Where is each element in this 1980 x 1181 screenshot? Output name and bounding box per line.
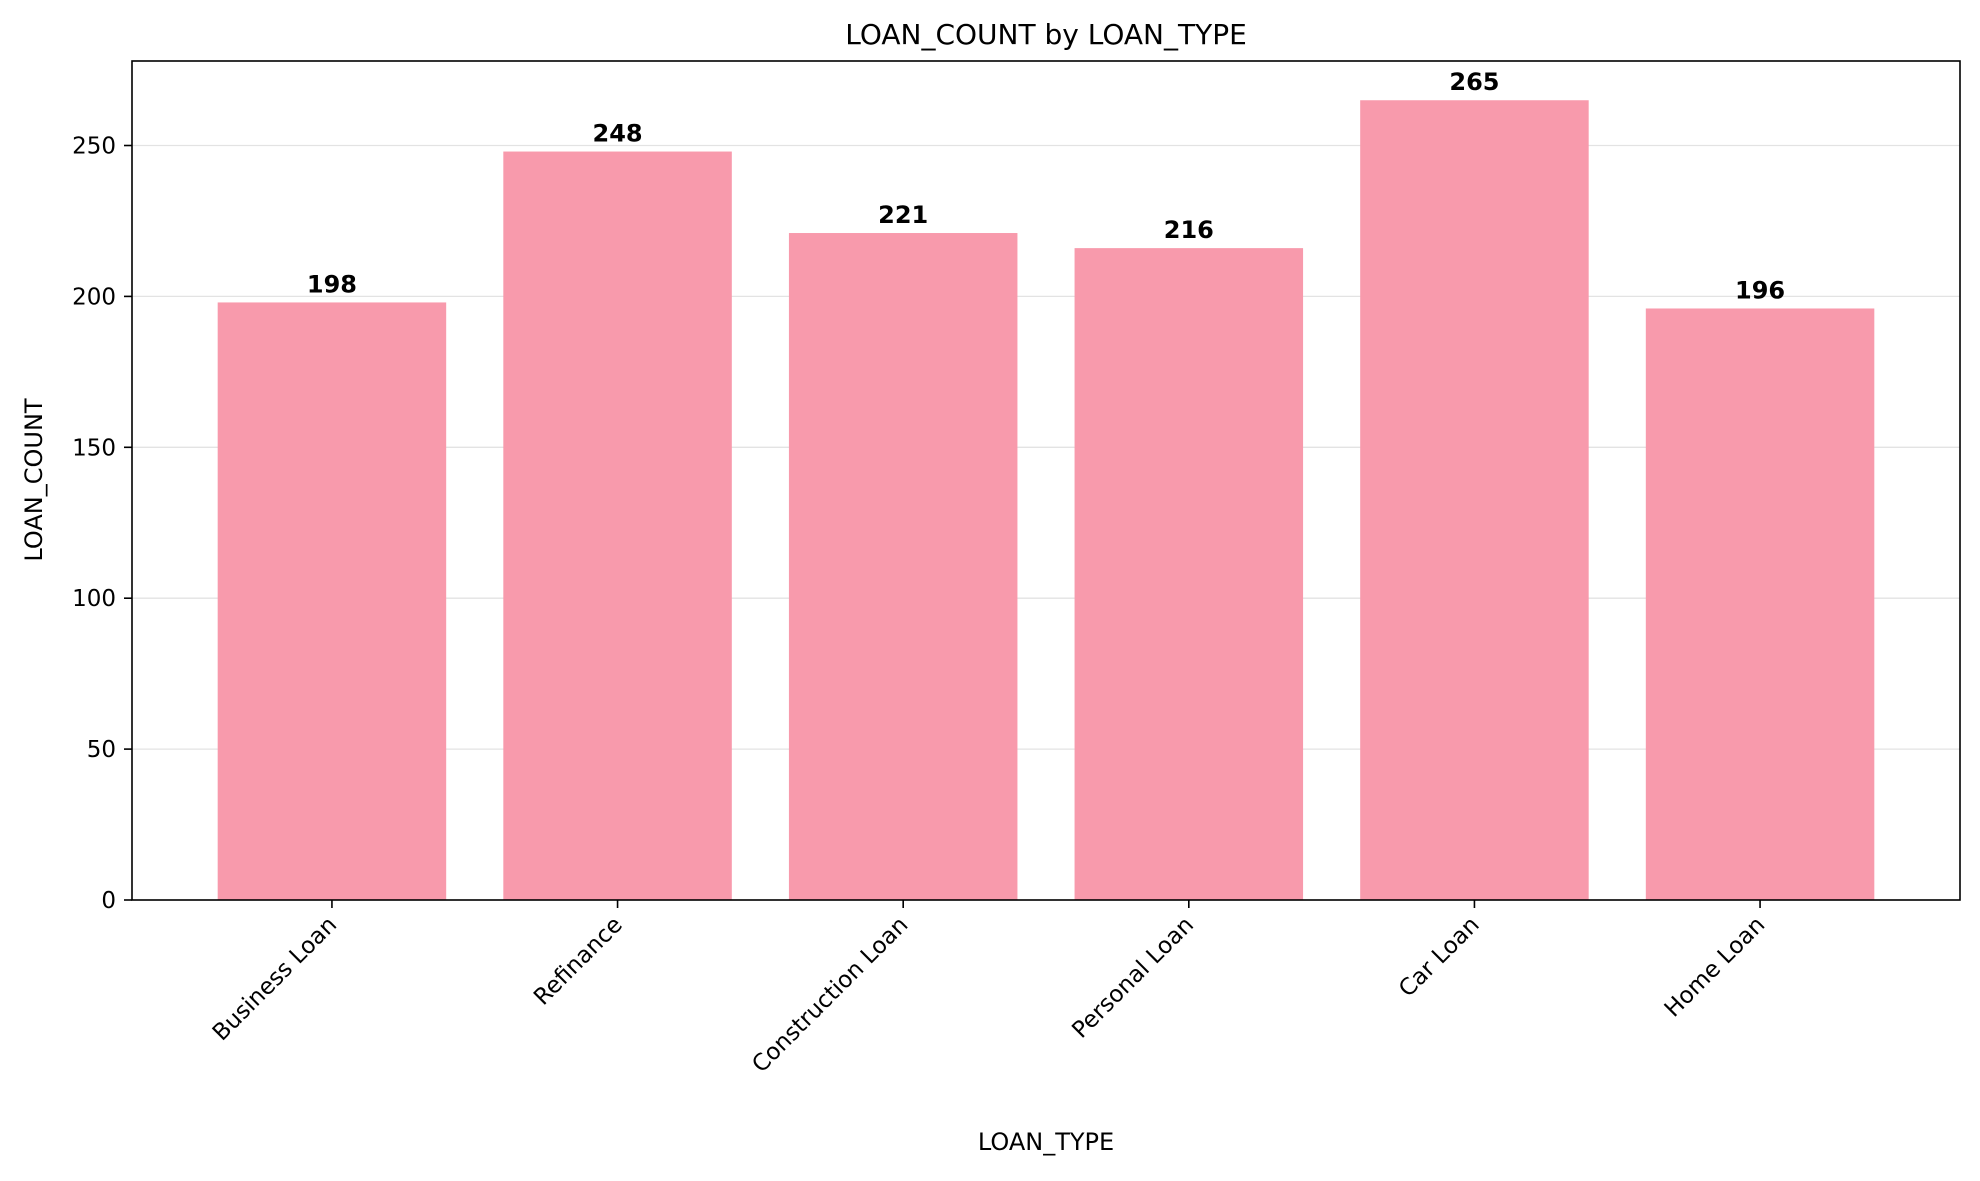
y-tick-label: 200 (72, 284, 116, 310)
x-tick-label: Business Loan (208, 912, 342, 1046)
data-label: 248 (593, 120, 643, 148)
y-tick-label: 150 (72, 435, 116, 461)
x-tick-label: Personal Loan (1067, 912, 1199, 1044)
data-label: 216 (1164, 216, 1214, 244)
y-tick-label: 0 (101, 888, 116, 914)
plot-area-frame (131, 60, 1961, 901)
x-axis-ticks: Business Loan Refinance Construction Loan P… (208, 900, 1770, 1078)
y-tick-label: 250 (72, 134, 116, 160)
x-tick-label: Car Loan (1394, 912, 1485, 1003)
data-label: 198 (307, 270, 357, 298)
chart-title: LOAN_COUNT by LOAN_TYPE (845, 18, 1247, 51)
y-axis-ticks: 0 50 100 150 200 250 (72, 134, 132, 914)
x-tick-label: Construction Loan (747, 912, 913, 1078)
y-axis-label: LOAN_COUNT (20, 398, 48, 562)
bar (1074, 248, 1304, 900)
bar (1645, 308, 1875, 900)
data-label: 265 (1449, 68, 1499, 96)
bars (217, 100, 1875, 901)
bar (217, 302, 447, 900)
data-label: 196 (1735, 276, 1785, 304)
bar (1360, 100, 1589, 900)
data-labels: 198 248 221 216 265 196 (307, 68, 1785, 304)
data-label: 221 (878, 201, 928, 229)
x-axis-label: LOAN_TYPE (978, 1128, 1114, 1156)
y-tick-label: 50 (87, 737, 116, 763)
y-tick-label: 100 (72, 586, 116, 612)
x-tick-label: Home Loan (1660, 912, 1771, 1023)
bar (503, 151, 732, 901)
x-tick-label: Refinance (529, 912, 628, 1011)
bar (788, 233, 1018, 901)
